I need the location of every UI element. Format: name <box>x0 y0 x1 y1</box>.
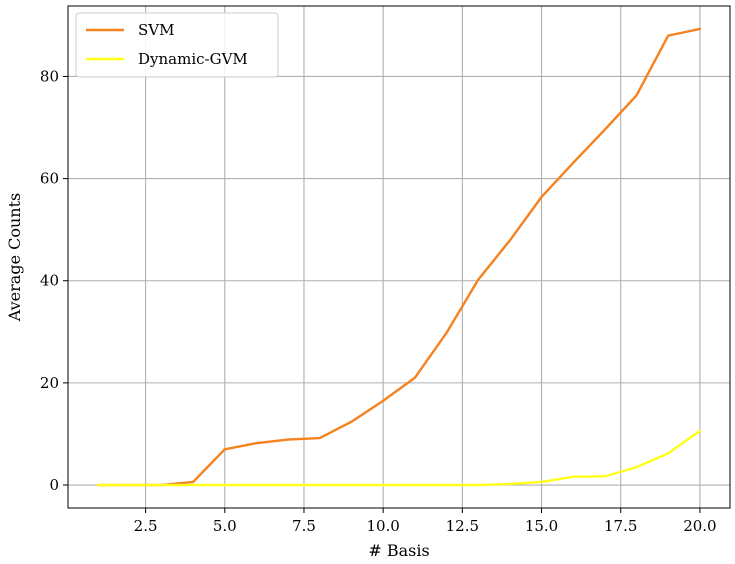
x-tick-label: 2.5 <box>134 517 158 535</box>
y-axis-ticks: 0 20 40 60 80 <box>40 67 68 494</box>
x-tick-label: 10.0 <box>366 517 399 535</box>
y-tick-label: 40 <box>40 272 59 290</box>
series-line-svm <box>96 27 702 487</box>
y-tick-label: 80 <box>40 67 59 85</box>
plot-frame <box>67 5 731 509</box>
legend-label: SVM <box>138 21 174 39</box>
x-tick-label: 5.0 <box>213 517 237 535</box>
y-tick-label: 20 <box>40 374 59 392</box>
x-tick-label: 7.5 <box>292 517 316 535</box>
legend-items: SVM Dynamic-GVM <box>86 21 248 68</box>
series-lines <box>96 27 702 487</box>
series-line-dynamic-gvm <box>96 429 702 487</box>
x-tick-label: 15.0 <box>525 517 558 535</box>
legend: SVM Dynamic-GVM <box>75 12 279 78</box>
legend-box <box>75 12 279 78</box>
x-tick-label: 12.5 <box>446 517 479 535</box>
x-axis-ticks: 2.5 5.0 7.5 10.0 12.5 15.0 17.5 20.0 <box>134 508 717 535</box>
legend-label: Dynamic-GVM <box>138 50 248 68</box>
y-tick-label: 0 <box>49 476 59 494</box>
axes <box>67 5 731 509</box>
x-axis-label: # Basis <box>368 541 429 560</box>
y-tick-label: 60 <box>40 170 59 188</box>
grid <box>68 6 730 508</box>
y-axis-label: Average Counts <box>5 193 24 323</box>
x-tick-label: 20.0 <box>683 517 716 535</box>
x-tick-label: 17.5 <box>604 517 637 535</box>
